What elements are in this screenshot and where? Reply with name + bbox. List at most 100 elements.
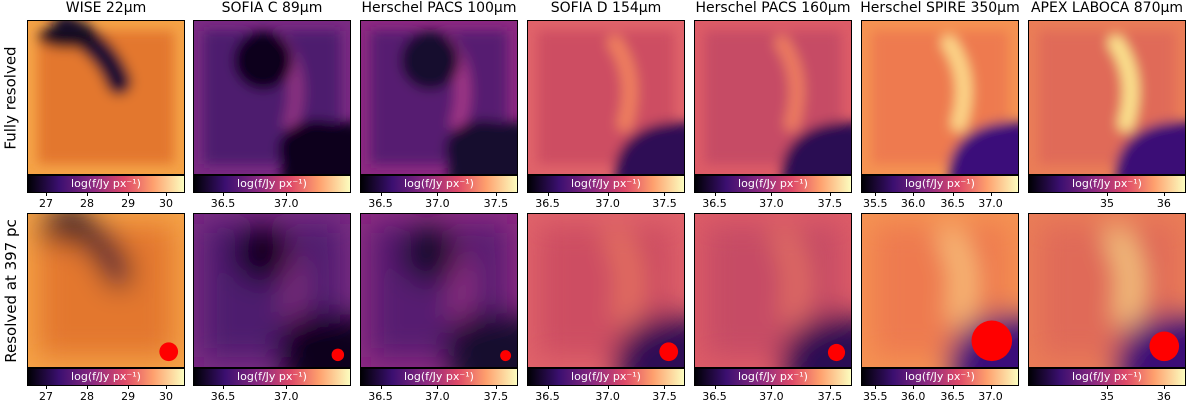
colorbar: log(f/Jy px⁻¹) — [861, 175, 1019, 193]
tick-mark — [990, 193, 992, 196]
tick-mark — [664, 193, 666, 196]
colorbar-label: log(f/Jy px⁻¹) — [738, 177, 808, 190]
tick-mark — [128, 193, 130, 196]
tick-label: 36.5 — [940, 390, 965, 403]
image-panel-fully-resolved — [694, 20, 852, 175]
tick-mark — [664, 386, 666, 389]
tick-mark — [437, 193, 439, 196]
tick-mark — [1163, 386, 1165, 389]
tick-label: 27 — [38, 197, 53, 210]
colorbar-label: log(f/Jy px⁻¹) — [71, 370, 141, 383]
tick-label: 36.5 — [368, 390, 393, 403]
image-panel-fully-resolved — [527, 20, 685, 175]
colorbar-label: log(f/Jy px⁻¹) — [905, 370, 975, 383]
colorbar-label: log(f/Jy px⁻¹) — [404, 370, 474, 383]
colorbar-label: log(f/Jy px⁻¹) — [1072, 177, 1142, 190]
tick-label: 35 — [1100, 197, 1114, 210]
image-panel-resolved — [360, 213, 518, 368]
image-panel-fully-resolved — [1028, 20, 1186, 175]
tick-label: 37.0 — [273, 197, 299, 210]
tick-label: 37.5 — [483, 390, 509, 403]
tick-mark — [547, 386, 549, 389]
colorbar-ticks: 35 36 — [1028, 386, 1186, 403]
colorbar-label: log(f/Jy px⁻¹) — [905, 177, 975, 190]
tick-mark — [875, 386, 877, 389]
tick-label: 28 — [80, 390, 95, 403]
row-label-text: Fully resolved — [2, 46, 20, 150]
panel-title: Herschel PACS 160μm — [695, 0, 851, 16]
colorbar-ticks: 27 28 29 30 — [27, 193, 185, 210]
tick-label: 37.5 — [817, 390, 843, 403]
colorbar: log(f/Jy px⁻¹) — [527, 175, 685, 193]
tick-mark — [952, 193, 954, 196]
colorbar-ticks: 36.5 37.0 37.5 — [360, 193, 518, 210]
tick-mark — [495, 386, 497, 389]
tick-mark — [913, 386, 915, 389]
colorbar-label: log(f/Jy px⁻¹) — [237, 370, 307, 383]
colorbar-ticks: 36.5 37.0 37.5 — [360, 386, 518, 403]
tick-mark — [952, 386, 954, 389]
tick-mark — [166, 386, 168, 389]
colorbar: log(f/Jy px⁻¹) — [694, 368, 852, 386]
colorbar-ticks: 36.5 37.0 — [193, 193, 351, 210]
tick-mark — [829, 193, 831, 196]
tick-label: 37.5 — [652, 197, 677, 210]
beam-size-marker — [500, 350, 512, 362]
tick-label: 35.5 — [862, 197, 888, 210]
tick-label: 37.0 — [759, 197, 784, 210]
row-label-text: Resolved at 397 pc — [2, 219, 21, 363]
colorbar: log(f/Jy px⁻¹) — [1028, 175, 1186, 193]
panel-title: Herschel PACS 100μm — [361, 0, 517, 16]
tick-label: 36 — [1156, 390, 1171, 403]
tick-mark — [87, 193, 89, 196]
panel-title: WISE 22μm — [65, 0, 147, 16]
tick-label: 36.5 — [535, 197, 560, 210]
colorbar-ticks: 36.5 37.0 37.5 — [694, 386, 852, 403]
image-panel-fully-resolved — [27, 20, 185, 175]
tick-label: 37.5 — [817, 197, 843, 210]
tick-mark — [714, 193, 716, 196]
tick-mark — [1107, 386, 1108, 389]
tick-mark — [380, 193, 382, 196]
tick-mark — [380, 386, 382, 389]
image-panel-resolved — [694, 213, 852, 368]
colorbar-label: log(f/Jy px⁻¹) — [237, 177, 307, 190]
tick-mark — [607, 386, 609, 389]
tick-label: 36.5 — [702, 390, 727, 403]
beam-size-marker — [1149, 331, 1180, 362]
tick-label: 37.0 — [595, 390, 620, 403]
panel-title: Herschel SPIRE 350μm — [860, 0, 1020, 16]
tick-label: 36 — [1156, 197, 1171, 210]
colorbar-ticks: 36.5 37.0 — [193, 386, 351, 403]
tick-mark — [286, 386, 288, 389]
row-label-resolved-397pc: Resolved at 397 pc — [0, 213, 22, 369]
beam-size-marker — [827, 343, 846, 362]
tick-mark — [1107, 193, 1108, 196]
image-panel-resolved — [193, 213, 351, 368]
tick-label: 36.0 — [900, 390, 926, 403]
tick-mark — [87, 386, 89, 389]
tick-label: 30 — [159, 197, 174, 210]
tick-label: 36.5 — [702, 197, 727, 210]
colorbar-ticks: 35 36 — [1028, 193, 1186, 210]
colorbar-label: log(f/Jy px⁻¹) — [738, 370, 808, 383]
tick-mark — [286, 193, 288, 196]
colorbar-ticks: 35.5 36.0 36.5 37.0 — [861, 386, 1019, 403]
colorbar: log(f/Jy px⁻¹) — [360, 175, 518, 193]
colorbar: log(f/Jy px⁻¹) — [527, 368, 685, 386]
image-panel-resolved — [861, 213, 1019, 368]
tick-label: 37.0 — [273, 390, 299, 403]
colorbar: log(f/Jy px⁻¹) — [861, 368, 1019, 386]
beam-size-marker — [159, 342, 179, 362]
colorbar-ticks: 36.5 37.0 37.5 — [694, 193, 852, 210]
tick-label: 37.0 — [595, 197, 620, 210]
tick-label: 37.5 — [483, 197, 509, 210]
tick-mark — [45, 193, 47, 196]
tick-label: 37.0 — [978, 390, 1003, 403]
image-panel-resolved — [527, 213, 685, 368]
colorbar-label: log(f/Jy px⁻¹) — [71, 177, 141, 190]
colorbar: log(f/Jy px⁻¹) — [694, 175, 852, 193]
beam-size-marker — [659, 342, 679, 362]
colorbar-ticks: 36.5 37.0 37.5 — [527, 386, 685, 403]
tick-label: 36.5 — [210, 197, 236, 210]
